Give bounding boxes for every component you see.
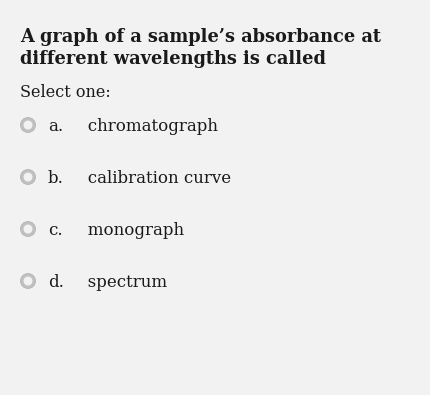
Text: monograph: monograph bbox=[72, 222, 184, 239]
Text: spectrum: spectrum bbox=[72, 274, 167, 291]
Text: d.: d. bbox=[48, 274, 64, 291]
Circle shape bbox=[21, 222, 36, 237]
Circle shape bbox=[24, 173, 33, 181]
Text: calibration curve: calibration curve bbox=[72, 170, 231, 187]
Text: Select one:: Select one: bbox=[20, 84, 111, 101]
Circle shape bbox=[24, 120, 33, 130]
Text: different wavelengths is called: different wavelengths is called bbox=[20, 50, 326, 68]
Text: a.: a. bbox=[48, 118, 63, 135]
Circle shape bbox=[24, 276, 33, 286]
Text: A graph of a sample’s absorbance at: A graph of a sample’s absorbance at bbox=[20, 28, 381, 46]
Circle shape bbox=[21, 117, 36, 132]
Circle shape bbox=[24, 224, 33, 233]
Circle shape bbox=[21, 273, 36, 288]
Text: b.: b. bbox=[48, 170, 64, 187]
Text: c.: c. bbox=[48, 222, 63, 239]
Circle shape bbox=[21, 169, 36, 184]
Text: chromatograph: chromatograph bbox=[72, 118, 218, 135]
